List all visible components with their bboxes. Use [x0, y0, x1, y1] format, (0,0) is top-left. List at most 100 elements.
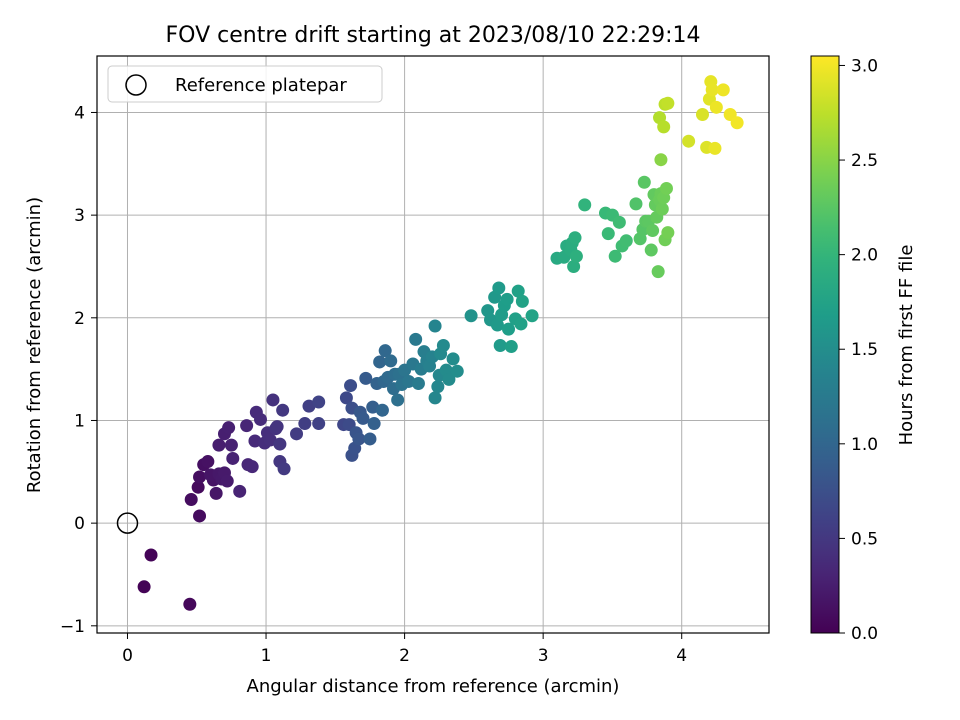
data-point [209, 486, 223, 500]
colorbar-tick-label: 0.0 [851, 624, 878, 644]
colorbar-tick-label: 1.5 [851, 340, 878, 360]
data-point [222, 421, 236, 435]
data-point [708, 141, 722, 155]
data-point [144, 548, 158, 562]
data-point [568, 231, 582, 245]
data-point [682, 134, 696, 148]
x-tick-label: 3 [538, 646, 549, 666]
colorbar-tick-label: 1.0 [851, 435, 878, 455]
data-point [339, 391, 353, 405]
data-point [490, 318, 504, 332]
data-point [655, 202, 669, 216]
data-point [578, 198, 592, 212]
data-point [184, 493, 198, 507]
data-point [442, 372, 456, 386]
data-point [608, 249, 622, 263]
data-point [367, 417, 381, 431]
colorbar-tick-label: 2.0 [851, 246, 878, 266]
data-point [601, 227, 615, 241]
data-point [226, 451, 240, 465]
colorbar [810, 55, 840, 634]
data-point [378, 344, 392, 358]
y-tick-label: 1 [74, 411, 85, 431]
data-point [651, 265, 665, 279]
data-point [446, 352, 460, 366]
data-point [705, 83, 719, 97]
data-point [290, 427, 304, 441]
x-tick-label: 2 [399, 646, 410, 666]
data-point [709, 100, 723, 114]
x-tick-label: 1 [261, 646, 272, 666]
data-point [298, 417, 312, 431]
data-point [248, 434, 262, 448]
data-point [646, 224, 660, 238]
data-point [276, 403, 290, 417]
data-point [428, 319, 442, 333]
data-point [619, 234, 633, 248]
data-point [511, 284, 525, 298]
data-point [569, 249, 583, 263]
data-point [253, 412, 267, 426]
data-point [428, 391, 442, 405]
data-point [409, 332, 423, 346]
data-point [137, 580, 151, 594]
y-tick-label: −1 [60, 617, 85, 637]
y-axis-ticks: −1 0 1 2 3 4 [60, 103, 97, 637]
data-point [183, 597, 197, 611]
colorbar-tick-label: 2.5 [851, 151, 878, 171]
data-point [373, 355, 387, 369]
y-tick-label: 3 [74, 206, 85, 226]
data-point [402, 374, 416, 388]
data-point [493, 339, 507, 353]
data-point [654, 153, 668, 167]
data-point [212, 438, 226, 452]
data-point [644, 243, 658, 257]
data-point [431, 380, 445, 394]
data-point [356, 411, 370, 425]
data-point [661, 226, 675, 240]
x-tick-label: 0 [122, 646, 133, 666]
colorbar-tick-label: 3.0 [851, 56, 878, 76]
data-points [137, 75, 744, 611]
data-point [637, 175, 651, 189]
data-point [464, 309, 478, 323]
legend: Reference platepar [107, 65, 383, 103]
data-point [359, 371, 373, 385]
plot-background [97, 56, 769, 633]
data-point [302, 399, 316, 413]
data-point [391, 393, 405, 407]
data-point [657, 120, 671, 134]
data-point [363, 432, 377, 446]
data-point [270, 420, 284, 434]
y-axis-label: Rotation from reference (arcmin) [24, 197, 45, 493]
y-tick-label: 2 [74, 309, 85, 329]
data-point [730, 116, 744, 130]
data-point [659, 181, 673, 195]
data-point [492, 281, 506, 295]
data-point [193, 470, 207, 484]
data-point [375, 403, 389, 417]
data-point [436, 339, 450, 353]
data-point [450, 364, 464, 378]
data-point [191, 480, 205, 494]
data-point [233, 484, 247, 498]
y-tick-label: 0 [74, 514, 85, 534]
data-point [344, 379, 358, 393]
data-point [273, 437, 287, 451]
data-point [502, 322, 516, 336]
data-point [245, 460, 259, 474]
data-point [224, 438, 238, 452]
data-point [500, 292, 514, 306]
data-point [240, 419, 254, 433]
data-point [514, 317, 528, 331]
chart-title: FOV centre drift starting at 2023/08/10 … [166, 23, 701, 48]
data-point [220, 474, 234, 488]
data-point [411, 377, 425, 391]
legend-marker [125, 74, 147, 96]
x-axis-label: Angular distance from reference (arcmin) [247, 676, 620, 697]
data-point [277, 462, 291, 476]
data-point [525, 309, 539, 323]
colorbar-ticks: 0.0 0.5 1.0 1.5 2.0 2.5 3.0 [839, 56, 878, 644]
x-tick-label: 4 [676, 646, 687, 666]
